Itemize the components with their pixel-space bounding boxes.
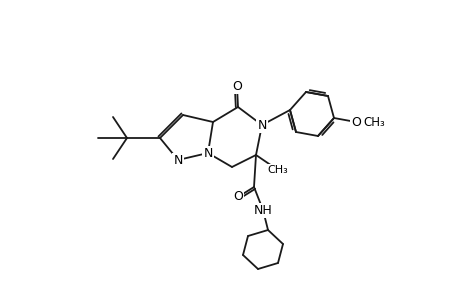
Text: N: N [173,154,182,166]
Text: CH₃: CH₃ [267,165,288,175]
Text: N: N [257,118,266,131]
Text: NH: NH [253,203,272,217]
Text: O: O [231,80,241,92]
Text: O: O [350,116,360,128]
Text: N: N [203,146,212,160]
Text: CH₃: CH₃ [362,116,384,128]
Text: O: O [233,190,242,203]
